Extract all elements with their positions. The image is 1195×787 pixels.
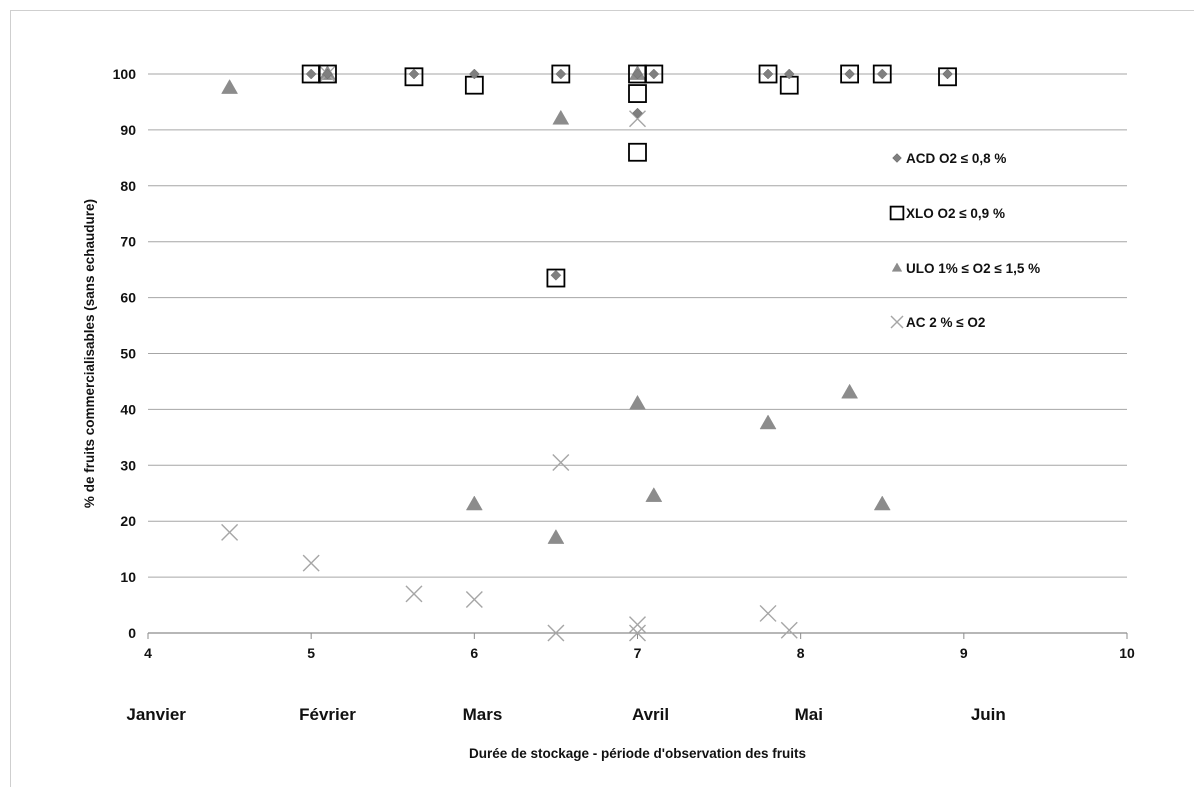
data-point-square <box>318 64 337 84</box>
data-point-diamond <box>844 68 855 80</box>
legend-marker-diamond <box>892 153 902 163</box>
x-tick-label: 9 <box>960 645 968 661</box>
month-label: Mars <box>463 705 503 724</box>
data-point-diamond <box>876 68 888 80</box>
data-point-diamond <box>408 68 420 80</box>
data-point-cross <box>465 590 483 608</box>
chart-frame <box>10 10 1194 787</box>
data-point-triangle <box>759 414 777 430</box>
data-point-triangle <box>547 529 565 544</box>
data-point-square <box>404 67 424 87</box>
data-point-triangle <box>465 495 483 511</box>
y-tick-label: 50 <box>120 346 136 362</box>
data-point-diamond <box>468 68 480 80</box>
data-point-diamond <box>305 68 317 80</box>
data-point-square <box>551 64 571 84</box>
data-point-cross <box>759 604 777 622</box>
data-point-cross <box>405 585 423 603</box>
data-point-triangle <box>552 109 570 125</box>
x-tick-label: 10 <box>1119 645 1135 661</box>
data-point-triangle <box>629 394 646 410</box>
y-tick-label: 20 <box>120 513 136 529</box>
data-point-cross <box>552 454 570 471</box>
y-tick-label: 70 <box>120 234 136 250</box>
data-point-triangle <box>221 79 239 94</box>
month-label: Juin <box>971 705 1006 724</box>
data-point-cross <box>629 624 646 642</box>
month-label: Janvier <box>126 705 186 724</box>
x-tick-label: 7 <box>634 645 642 661</box>
data-point-triangle <box>645 487 663 502</box>
data-point-cross <box>629 616 646 634</box>
y-tick-label: 40 <box>120 401 136 417</box>
y-axis-title: % de fruits commercialisables (sans echa… <box>82 199 97 508</box>
data-point-triangle <box>873 495 891 511</box>
data-point-square <box>546 268 566 288</box>
legend: ACD O2 ≤ 0,8 % XLO O2 ≤ 0,9 % ULO 1% ≤ O2 … <box>889 151 1040 330</box>
data-point-diamond <box>550 269 562 281</box>
data-point-square <box>872 64 892 84</box>
x-tick-label: 6 <box>470 645 478 661</box>
data-point-square <box>628 84 647 103</box>
data-point-cross <box>221 523 239 541</box>
legend-marker-triangle <box>891 262 903 272</box>
data-point-diamond <box>322 68 333 80</box>
legend-marker-cross <box>890 315 904 329</box>
x-tick-label: 5 <box>307 645 315 661</box>
x-axis-title: Durée de stockage - période d'observatio… <box>469 746 806 761</box>
data-point-square <box>644 64 664 84</box>
y-tick-label: 0 <box>128 625 136 641</box>
data-points <box>221 64 957 642</box>
y-tick-label: 30 <box>120 457 136 473</box>
y-tick-label: 100 <box>113 66 137 82</box>
data-point-diamond <box>648 68 660 80</box>
axes: 0 10 20 30 40 50 60 70 80 90 100 4 5 6 7 8 9 10 Janvier Fév… <box>113 66 1135 724</box>
month-label: Avril <box>632 705 669 724</box>
legend-item: ACD O2 ≤ 0,8 % <box>892 151 1006 166</box>
legend-item: ULO 1% ≤ O2 ≤ 1,5 % <box>891 261 1040 276</box>
y-tick-label: 80 <box>120 178 136 194</box>
y-tick-label: 90 <box>120 122 136 138</box>
data-point-diamond <box>632 107 643 119</box>
month-label: Mai <box>795 705 823 724</box>
x-tick-label: 4 <box>144 645 152 661</box>
legend-item: XLO O2 ≤ 0,9 % <box>889 205 1005 221</box>
data-point-triangle <box>841 383 859 399</box>
data-point-cross <box>547 624 565 642</box>
data-point-square <box>938 67 957 87</box>
data-point-diamond <box>555 68 567 80</box>
data-point-cross <box>629 110 646 128</box>
x-tick-label: 8 <box>797 645 805 661</box>
legend-item: AC 2 % ≤ O2 <box>890 315 985 330</box>
legend-marker-square <box>889 205 905 221</box>
data-point-square <box>840 64 860 84</box>
legend-label: AC 2 % ≤ O2 <box>906 315 985 330</box>
y-tick-label: 60 <box>120 290 136 306</box>
legend-label: ULO 1% ≤ O2 ≤ 1,5 % <box>906 261 1040 276</box>
y-tick-label: 10 <box>120 569 136 585</box>
legend-label: XLO O2 ≤ 0,9 % <box>906 206 1005 221</box>
data-point-square <box>628 142 647 162</box>
data-point-diamond <box>762 68 774 80</box>
month-label: Février <box>299 705 356 724</box>
data-point-diamond <box>942 68 953 80</box>
legend-label: ACD O2 ≤ 0,8 % <box>906 151 1006 166</box>
data-point-diamond <box>783 68 795 80</box>
data-point-cross <box>302 554 320 572</box>
data-point-diamond <box>632 68 643 80</box>
data-point-square <box>758 64 778 84</box>
data-point-cross <box>780 621 798 639</box>
